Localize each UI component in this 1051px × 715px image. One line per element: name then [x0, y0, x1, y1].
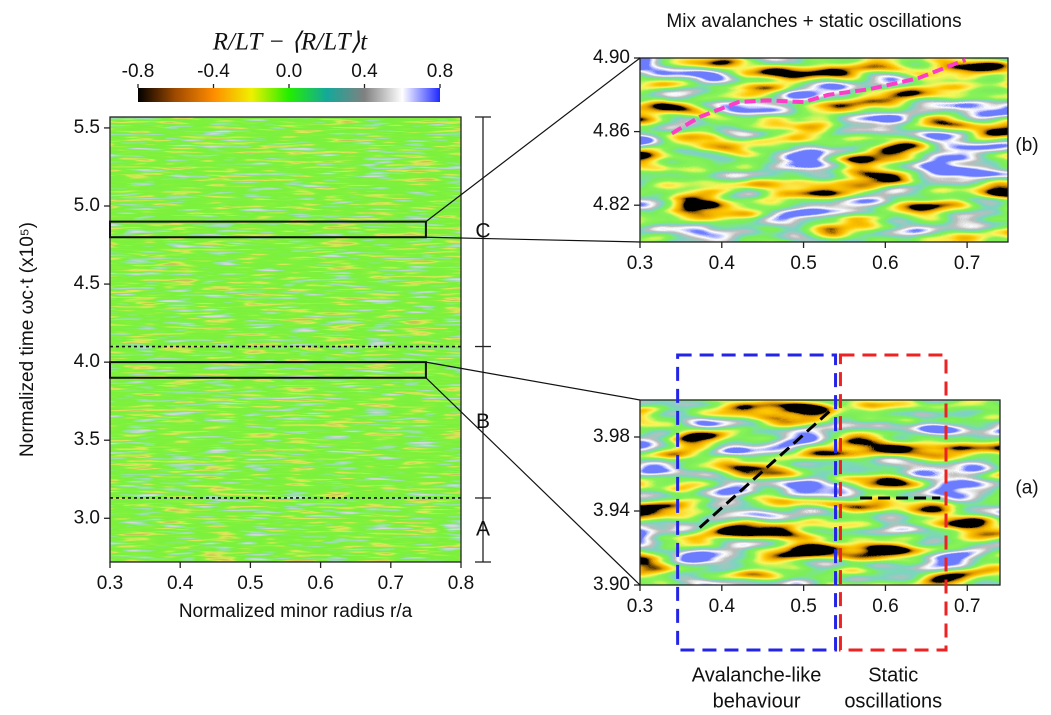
colorbar-tick-label: 0.4 — [351, 61, 378, 82]
x-tick-label: 0.4 — [709, 596, 736, 617]
y-tick-label: 4.86 — [593, 121, 630, 142]
zoom-connector — [425, 236, 641, 243]
x-tick-label: 0.7 — [954, 253, 980, 274]
plot-frame — [639, 399, 1001, 586]
y-tick-label: 5.0 — [74, 195, 100, 216]
x-tick-label: 0.3 — [627, 596, 653, 617]
plot-frame — [639, 57, 1009, 243]
zoom-connector — [425, 377, 641, 586]
y-tick-label: 3.94 — [593, 500, 630, 521]
x-tick-label: 0.5 — [237, 573, 263, 594]
plot-frame — [109, 116, 462, 563]
heatmap — [640, 400, 1000, 585]
phase-label: C — [475, 219, 490, 242]
y-tick-label: 4.0 — [74, 351, 100, 372]
panel: 0.3 0.4 0.5 0.6 0.7 3.90 3.94 3.98 (a) Avalanche-… — [593, 353, 1039, 712]
colorbar-tick-label: 0.8 — [427, 61, 453, 82]
x-tick-label: 0.5 — [790, 253, 816, 274]
region-box — [676, 353, 838, 652]
x-tick-label: 0.4 — [167, 573, 194, 594]
panel-label: (a) — [1015, 478, 1038, 499]
panel-label: (b) — [1015, 135, 1038, 156]
y-tick-label: 3.5 — [74, 429, 100, 450]
y-tick-label: 5.5 — [74, 117, 100, 138]
x-tick-label: 0.5 — [790, 596, 816, 617]
panel: 0.3 0.4 0.5 0.6 0.7 0.8 3.0 3.5 4.0 4.5 5.0 5.5 Norm… — [17, 29, 491, 622]
panel: 0.3 0.4 0.5 0.6 0.7 4.82 4.86 4.90 Mix avalanche… — [593, 11, 1039, 274]
colorbar-tick-label: 0.0 — [276, 61, 302, 82]
region-box — [838, 353, 948, 652]
phase-label: A — [476, 518, 490, 541]
x-tick-label: 0.8 — [448, 573, 474, 594]
x-tick-label: 0.6 — [307, 573, 333, 594]
x-tick-label: 0.7 — [954, 596, 980, 617]
colorbar — [138, 88, 440, 102]
y-tick-label: 3.0 — [74, 507, 100, 528]
x-tick-label: 0.4 — [709, 253, 736, 274]
x-tick-label: 0.7 — [378, 573, 404, 594]
region-label: Static — [868, 664, 918, 686]
x-tick-label: 0.3 — [97, 573, 123, 594]
y-tick-label: 4.82 — [593, 194, 630, 215]
y-tick-label: 3.98 — [593, 426, 630, 447]
colorbar-label: R/LT − ⟨R/LT⟩t — [212, 29, 368, 56]
region-label: Avalanche-like — [692, 664, 822, 686]
region-label: behaviour — [713, 690, 801, 712]
y-tick-label: 4.90 — [593, 47, 630, 68]
trend-line — [698, 409, 831, 529]
zoom-box — [109, 361, 427, 379]
chart-title: Mix avalanches + static oscillations — [666, 11, 961, 32]
zoom-box — [109, 220, 427, 239]
heatmap — [640, 58, 1008, 242]
y-tick-label: 3.90 — [593, 574, 630, 595]
zoom-connector — [425, 57, 641, 223]
colorbar-tick-label: -0.8 — [122, 61, 155, 82]
heatmap — [110, 117, 461, 562]
x-tick-label: 0.3 — [627, 253, 653, 274]
x-axis-label: Normalized minor radius r/a — [179, 601, 413, 622]
zoom-connector — [425, 361, 641, 401]
region-label: oscillations — [844, 690, 942, 712]
y-axis-label: Normalized time ωc·t (x10⁵) — [17, 222, 38, 457]
y-tick-label: 4.5 — [74, 273, 100, 294]
x-tick-label: 0.6 — [872, 253, 898, 274]
x-tick-label: 0.6 — [872, 596, 898, 617]
colorbar-tick-label: -0.4 — [197, 61, 230, 82]
phase-label: B — [476, 410, 490, 433]
